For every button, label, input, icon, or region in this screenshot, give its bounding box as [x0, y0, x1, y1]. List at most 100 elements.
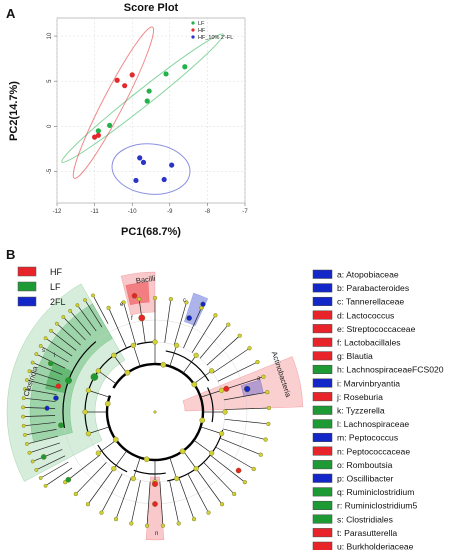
tree-spoke: [217, 362, 256, 382]
order-node: [95, 368, 101, 374]
clade-legend-label: p: Oscillibacter: [337, 474, 393, 484]
tree-spoke: [66, 454, 101, 482]
score-point: [95, 132, 101, 138]
clade-legend-label: j: Roseburia: [336, 392, 383, 402]
leaf-node: [263, 437, 268, 442]
tree-spoke: [47, 339, 73, 357]
tree-spoke: [146, 481, 151, 524]
clade-swatch: [312, 460, 333, 470]
leaf-node: [25, 442, 29, 446]
tree-spoke: [200, 426, 222, 434]
y-tick-label: 10: [47, 32, 53, 39]
clade-swatch: [312, 269, 333, 279]
clade-swatch: [312, 392, 333, 402]
legend-marker: [191, 21, 195, 25]
tree-spoke: [31, 371, 61, 382]
tree-spoke: [113, 450, 128, 469]
group-label-hf: HF: [50, 267, 62, 277]
leaf-node: [258, 452, 263, 457]
biomarker-node: [243, 385, 251, 393]
legend-entry: LF: [198, 21, 205, 27]
tree-spoke: [102, 473, 123, 512]
y-axis-title: PC2(14.7%): [8, 81, 20, 141]
tree-spoke: [193, 439, 212, 454]
score-point: [140, 159, 147, 165]
leaf-node: [129, 521, 134, 526]
order-node: [222, 409, 228, 415]
leaf-node: [137, 297, 142, 302]
node-letter-s: s: [42, 348, 45, 354]
lactobacillales-sector: [125, 281, 150, 306]
peptococcaceae-sector: [145, 476, 165, 541]
tree-branch: [207, 387, 214, 423]
leaf-node: [30, 360, 35, 365]
tree-spoke: [222, 428, 264, 440]
clade-swatch: [312, 432, 333, 442]
leaf-node: [34, 352, 39, 357]
clade-legend-label: a: Atopobiaceae: [337, 270, 399, 280]
leaf-node: [68, 308, 73, 313]
leaf-node: [49, 328, 53, 333]
leaf-node: [261, 374, 266, 379]
score-point: [161, 176, 167, 183]
clade-swatch: [312, 283, 333, 293]
sector-label-bacilli: Bacilli: [135, 274, 156, 286]
order-node: [193, 352, 199, 358]
order-node: [85, 387, 92, 393]
biomarker-node: [55, 383, 62, 389]
tree-spoke: [98, 370, 117, 385]
leaf-node: [242, 480, 247, 485]
clade-swatch: [312, 514, 333, 524]
leaf-node: [85, 502, 91, 507]
class-node: [179, 448, 186, 455]
clade-swatch: [312, 541, 333, 550]
tree-spoke: [34, 362, 63, 375]
tree-branch: [133, 469, 166, 475]
clade-legend-label: o: Romboutsia: [337, 460, 393, 470]
score-point: [137, 155, 143, 161]
order-node: [152, 339, 158, 345]
clade-swatch: [312, 364, 333, 374]
legend-entry: HF: [198, 28, 206, 34]
leaf-node: [232, 491, 237, 497]
plot-title: Score Plot: [124, 2, 179, 14]
leaf-node: [21, 396, 26, 401]
tree-spoke: [31, 442, 61, 453]
leaf-node: [184, 300, 189, 305]
order-node: [130, 342, 136, 349]
tree-spoke: [159, 481, 164, 524]
group-swatch-lf: [17, 281, 37, 292]
leaf-node: [73, 491, 78, 497]
score-point: [95, 128, 101, 134]
order-node: [174, 475, 180, 482]
leaf-node: [43, 483, 48, 488]
leaf-node: [43, 336, 48, 341]
score-point: [122, 83, 128, 89]
clade-swatch: [312, 337, 333, 347]
leaf-node: [266, 421, 271, 427]
leaf-node: [21, 423, 26, 428]
leaf-node: [106, 305, 111, 310]
tree-spoke: [28, 435, 59, 444]
order-node: [111, 352, 117, 358]
tree-spoke: [203, 462, 234, 493]
node-letter-n: n: [155, 531, 158, 537]
group-label-lf: LF: [50, 282, 61, 292]
tree-spoke: [182, 450, 197, 469]
biomarker-node: [90, 373, 99, 381]
biomarker-node: [65, 377, 72, 384]
clade-legend-label: c: Tannerellaceae: [337, 297, 404, 307]
tree-spoke: [169, 345, 177, 367]
clade-swatch: [312, 487, 333, 497]
tree-spoke: [52, 331, 77, 351]
group-label-2fl: 2FL: [50, 297, 66, 307]
tree-branch: [136, 341, 156, 345]
tree-spoke: [76, 462, 107, 493]
tree-spoke: [85, 301, 103, 328]
leaf-node: [55, 321, 59, 326]
biomarker-node: [235, 467, 242, 474]
tree-edges: [25, 297, 267, 524]
x-tick-label: -9: [167, 209, 173, 215]
tree-spoke: [123, 304, 137, 345]
